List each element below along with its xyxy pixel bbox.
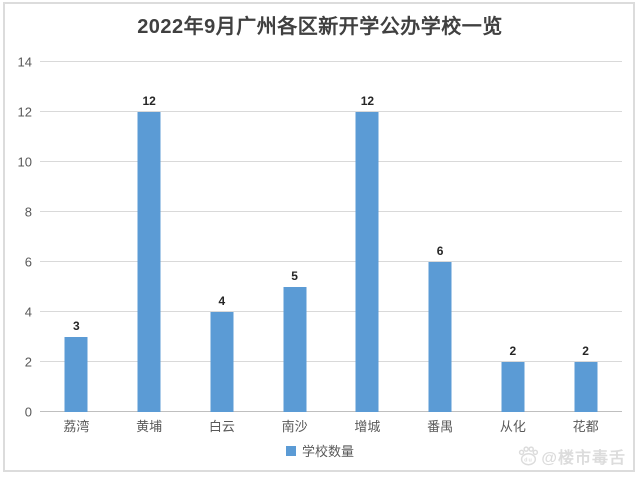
bar <box>428 262 452 412</box>
bar-slot: 2 <box>549 62 622 412</box>
baidu-paw-icon: du <box>519 446 539 466</box>
bar <box>501 362 525 412</box>
chart-title: 2022年9月广州各区新开学公办学校一览 <box>137 16 503 38</box>
data-label: 12 <box>360 94 375 108</box>
bar-slot: 3 <box>40 62 113 412</box>
gridline <box>40 111 622 112</box>
y-tick-label: 14 <box>17 54 32 70</box>
data-label: 5 <box>291 269 298 283</box>
x-axis-line <box>40 411 622 412</box>
data-label: 2 <box>509 344 517 359</box>
bar-slot: 6 <box>404 62 477 412</box>
x-tick-label: 番禺 <box>427 419 454 434</box>
x-tick-label: 从化 <box>499 419 526 434</box>
y-tick-label: 8 <box>24 204 32 220</box>
x-axis: 荔湾 黄埔 白云 南沙 增城 番禺 从化 花都 <box>40 416 622 435</box>
x-tick-label: 增城 <box>354 419 381 434</box>
legend-swatch-icon <box>285 445 296 456</box>
bar <box>210 312 234 412</box>
x-tick-label: 黄埔 <box>136 419 163 434</box>
y-axis: 0 2 4 6 8 10 12 14 <box>0 56 32 419</box>
y-tick-label: 2 <box>24 354 32 370</box>
y-tick-label: 12 <box>17 104 32 120</box>
y-tick-label: 4 <box>24 304 32 320</box>
bar <box>137 112 161 412</box>
data-label: 12 <box>142 94 156 108</box>
gridline <box>40 161 622 162</box>
bar-slot: 2 <box>477 62 550 412</box>
legend: 学校数量 <box>0 441 640 460</box>
data-label: 6 <box>436 244 444 258</box>
bar <box>574 362 598 412</box>
gridline <box>40 261 622 262</box>
bar <box>64 337 88 412</box>
data-label: 2 <box>582 344 589 359</box>
bar-series: 3 12 4 5 12 6 2 2 <box>40 62 622 412</box>
y-tick-label: 6 <box>24 254 32 270</box>
bar-slot: 12 <box>331 62 404 412</box>
bar-slot: 12 <box>113 62 186 412</box>
x-tick-label: 南沙 <box>281 419 308 434</box>
gridline <box>40 211 622 212</box>
y-tick-label: 10 <box>17 154 32 170</box>
x-tick-label: 荔湾 <box>63 419 90 434</box>
gridline <box>40 361 622 362</box>
y-tick-label: 0 <box>24 404 32 420</box>
legend-label: 学校数量 <box>301 444 354 459</box>
gridline <box>40 61 622 62</box>
plot-area: 3 12 4 5 12 6 2 2 <box>40 61 622 412</box>
x-tick-label: 花都 <box>572 419 599 434</box>
bar <box>283 287 307 412</box>
watermark: du @楼市毒舌 <box>517 444 626 468</box>
svg-text:du: du <box>525 458 534 464</box>
bar <box>355 112 379 412</box>
bar-slot: 5 <box>258 62 331 412</box>
bar-slot: 4 <box>186 62 259 412</box>
data-label: 4 <box>218 294 226 309</box>
x-tick-label: 白云 <box>208 419 235 434</box>
data-label: 3 <box>73 319 80 333</box>
watermark-text: @楼市毒舌 <box>541 450 626 467</box>
gridline <box>40 311 622 312</box>
